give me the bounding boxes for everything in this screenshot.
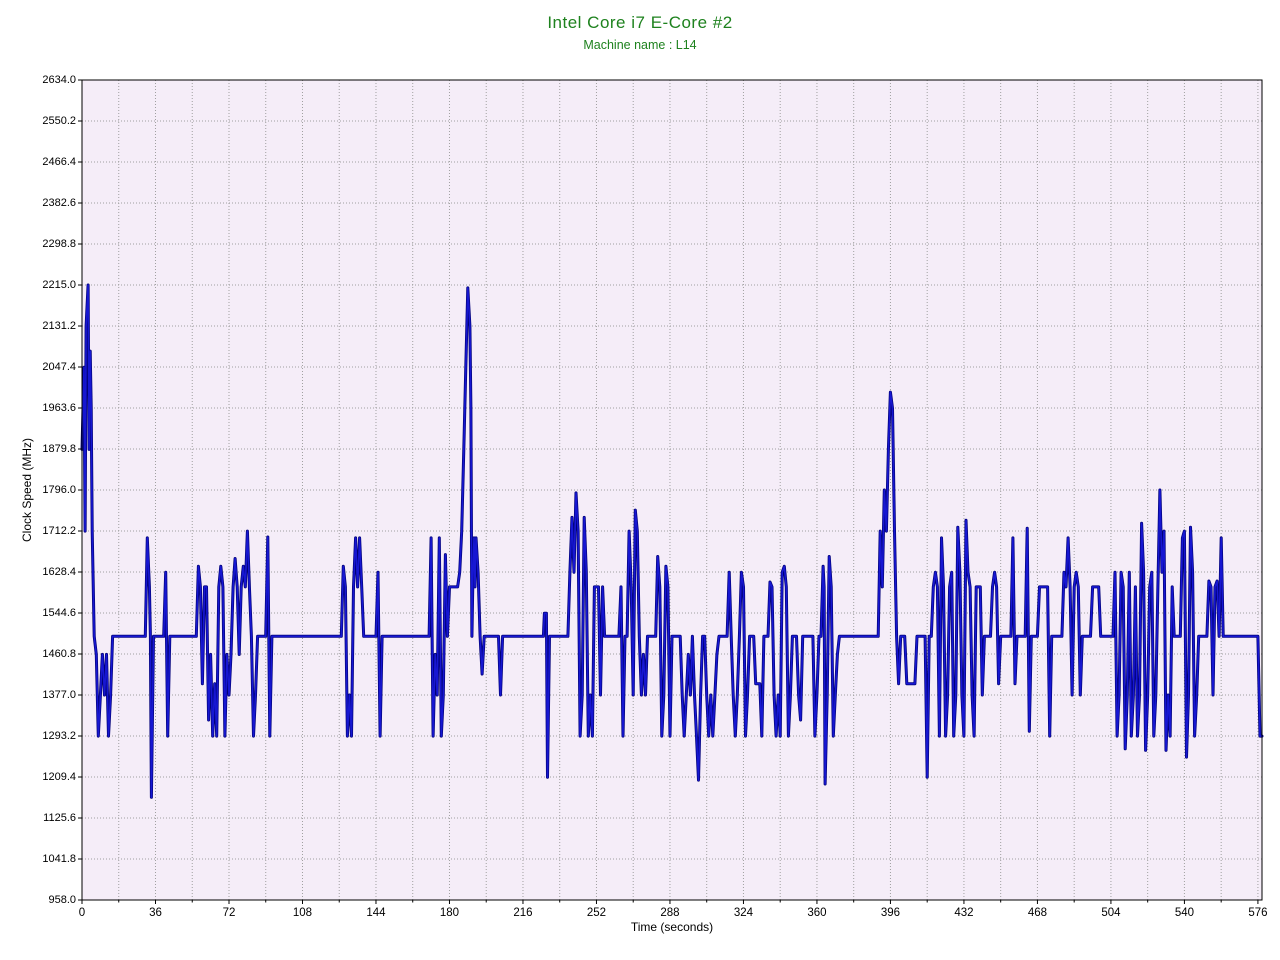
y-tick-label: 1712.2 <box>42 525 76 537</box>
y-tick-label: 2466.4 <box>42 156 76 168</box>
y-tick-label: 2047.4 <box>42 361 76 373</box>
x-tick-label: 36 <box>149 907 162 919</box>
x-tick-label: 108 <box>292 907 313 919</box>
y-tick-label: 2382.6 <box>42 197 76 209</box>
clock-speed-line <box>81 284 1263 799</box>
y-tick-label: 2298.8 <box>42 238 76 250</box>
x-tick-label: 468 <box>1027 907 1048 919</box>
y-tick-label: 1209.4 <box>42 771 76 783</box>
y-axis-title: Clock Speed (MHz) <box>20 437 34 543</box>
chart-title: Intel Core i7 E-Core #2 <box>547 13 733 32</box>
x-tick-label: 324 <box>733 907 754 919</box>
y-tick-label: 1041.8 <box>42 853 76 865</box>
chart-subtitle: Machine name : L14 <box>583 38 697 52</box>
x-tick-label: 288 <box>660 907 680 919</box>
y-tick-label: 1125.6 <box>43 812 76 824</box>
y-tick-label: 958.0 <box>48 894 76 906</box>
y-tick-label: 1879.8 <box>42 443 76 455</box>
y-tick-label: 2550.2 <box>42 115 76 127</box>
x-tick-label: 0 <box>78 907 86 919</box>
x-tick-label: 540 <box>1174 907 1195 919</box>
x-tick-label: 216 <box>513 907 533 919</box>
x-tick-label: 180 <box>439 907 460 919</box>
x-tick-label: 72 <box>222 907 236 919</box>
x-tick-label: 252 <box>586 907 607 919</box>
x-tick-label: 504 <box>1101 907 1121 919</box>
y-tick-label: 2634.0 <box>42 74 76 86</box>
y-tick-label: 1628.4 <box>42 566 76 578</box>
x-axis-title: Time (seconds) <box>630 920 714 934</box>
x-tick-label: 360 <box>807 907 827 919</box>
y-tick-label: 1460.8 <box>42 648 76 660</box>
y-tick-label: 1796.0 <box>42 484 76 496</box>
x-tick-label: 396 <box>880 907 901 919</box>
y-tick-label: 1377.0 <box>42 689 76 701</box>
y-tick-label: 1544.6 <box>42 607 76 619</box>
x-tick-label: 144 <box>366 907 386 919</box>
x-tick-label: 432 <box>954 907 974 919</box>
y-tick-label: 2131.2 <box>42 320 76 332</box>
y-tick-label: 1963.6 <box>42 402 76 414</box>
plot-background <box>82 80 1262 900</box>
y-tick-label: 1293.2 <box>42 730 76 742</box>
x-tick-label: 576 <box>1248 907 1268 919</box>
y-tick-label: 2215.0 <box>42 279 76 291</box>
